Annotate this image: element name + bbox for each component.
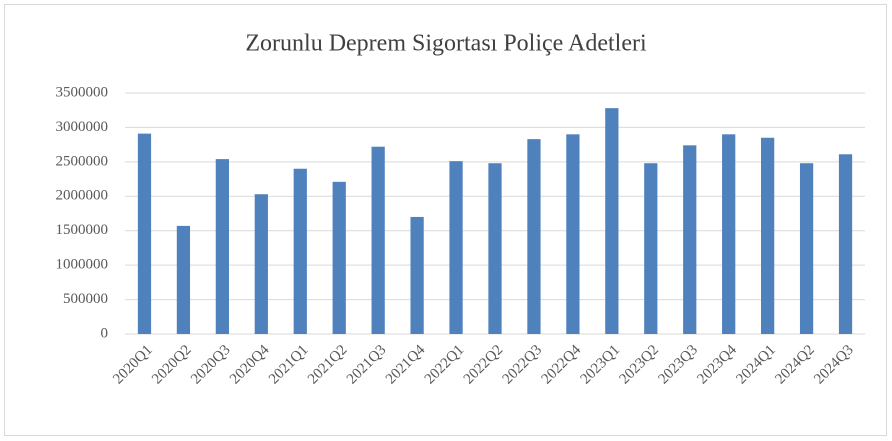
- bar: [683, 145, 697, 334]
- bar: [566, 134, 580, 334]
- bar: [371, 146, 385, 334]
- bar: [293, 168, 307, 334]
- bar: [761, 137, 775, 334]
- bar: [527, 139, 541, 334]
- bar: [215, 159, 229, 334]
- chart-frame: [4, 4, 887, 436]
- y-tick-label: 2500000: [56, 153, 109, 169]
- y-tick-label: 3000000: [56, 119, 109, 135]
- y-tick-label: 3500000: [56, 84, 109, 100]
- y-tick-label: 2000000: [56, 188, 109, 204]
- y-tick-label: 1500000: [56, 222, 109, 238]
- bar: [410, 216, 424, 334]
- y-tick-label: 1000000: [56, 257, 109, 273]
- bar: [722, 134, 736, 334]
- bar: [799, 163, 814, 334]
- bar: [254, 194, 268, 334]
- bar: [449, 161, 463, 334]
- y-tick-label: 500000: [63, 291, 108, 307]
- bar: [176, 225, 191, 334]
- chart-title: Zorunlu Deprem Sigortası Poliçe Adetleri: [245, 31, 647, 57]
- bar: [644, 163, 658, 334]
- bar: [332, 181, 346, 334]
- bar: [488, 163, 502, 334]
- y-tick-label: 0: [101, 325, 109, 341]
- bar: [605, 108, 619, 334]
- bar: [137, 133, 152, 334]
- bar: [838, 154, 853, 334]
